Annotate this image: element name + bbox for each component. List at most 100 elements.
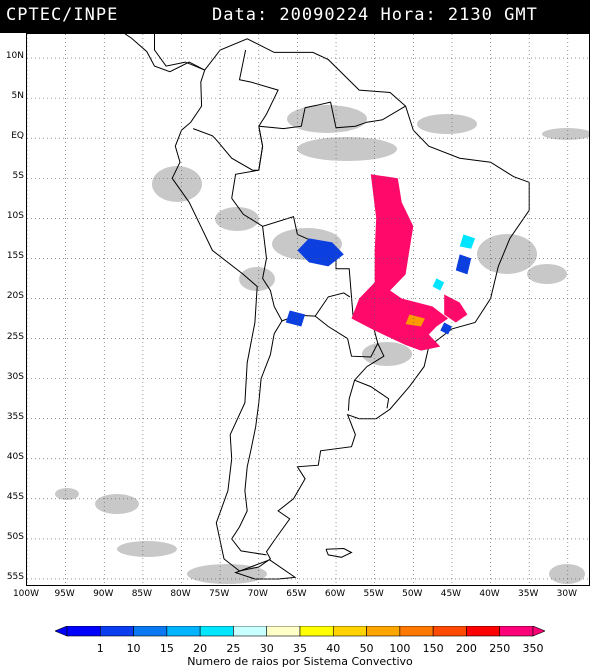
- latitude-label: 50S: [6, 531, 24, 542]
- continent-outline-layer: [124, 34, 530, 580]
- colorbar: [55, 626, 545, 637]
- longitude-label: 55W: [363, 589, 384, 599]
- colorbar-segment: [466, 626, 501, 637]
- grid-layer: [27, 34, 589, 585]
- latitude-label: 10N: [5, 51, 24, 62]
- cloud-patch: [417, 114, 477, 134]
- colorbar-segment: [366, 626, 401, 637]
- latitude-label: 40S: [6, 451, 24, 462]
- latitude-label: 55S: [6, 571, 24, 582]
- falklands-outline: [325, 547, 353, 558]
- cloud-patch: [542, 128, 589, 140]
- cloud-patch: [527, 264, 567, 284]
- cloud-patch: [477, 234, 537, 274]
- longitude-label: 50W: [402, 589, 423, 599]
- cloud-patch: [117, 541, 177, 557]
- cloud-patch: [152, 166, 202, 202]
- cloud-patch: [95, 494, 139, 514]
- map-canvas: [27, 34, 589, 585]
- longitude-label: 30W: [556, 589, 577, 599]
- lightning-cell-pink: [351, 174, 449, 351]
- colorbar-segment: [332, 626, 367, 637]
- latitude-label: 5N: [11, 91, 24, 102]
- lightning-cell-blue: [455, 254, 472, 275]
- map-frame: [26, 33, 590, 586]
- latitude-label: 35S: [6, 411, 24, 422]
- longitude-label: 100W: [12, 589, 40, 599]
- colorbar-tick-label: 100: [389, 642, 411, 655]
- colorbar-tick-label: 250: [489, 642, 511, 655]
- colorbar-segment: [233, 626, 268, 637]
- colorbar-right-arrow: [532, 626, 545, 637]
- cloud-patch: [215, 207, 259, 231]
- latitude-label: 30S: [6, 371, 24, 382]
- longitude-label: 95W: [54, 589, 75, 599]
- lightning-cell-orange: [405, 314, 425, 327]
- longitude-label: 90W: [93, 589, 114, 599]
- longitude-label: 65W: [286, 589, 307, 599]
- colorbar-segment: [299, 626, 334, 637]
- colorbar-segment: [499, 626, 534, 637]
- latitude-label: 5S: [12, 171, 24, 182]
- tierra-del-fuego-outline: [234, 559, 297, 580]
- colorbar-tick-label: 1: [96, 642, 104, 655]
- longitude-label: 60W: [324, 589, 346, 599]
- latitude-label: 10S: [6, 211, 24, 222]
- colorbar-tick-label: 25: [226, 642, 241, 655]
- longitude-label: 35W: [518, 589, 539, 599]
- colorbar-tick-label: 30: [259, 642, 274, 655]
- colorbar-segment: [266, 626, 301, 637]
- cloud-patch: [297, 137, 397, 161]
- colorbar-tick-label: 20: [193, 642, 208, 655]
- colorbar-title: Numero de raios por Sistema Convectivo: [187, 655, 413, 668]
- central-america-outline: [124, 34, 205, 73]
- caribbean-coast-outline: [154, 34, 205, 71]
- longitude-label: 80W: [170, 589, 191, 599]
- colorbar-tick-label: 40: [326, 642, 341, 655]
- longitude-label: 85W: [131, 589, 153, 599]
- chile-argentina-border: [231, 320, 283, 556]
- colorbar-tick-label: 50: [359, 642, 374, 655]
- colorbar-tick-label: 350: [522, 642, 544, 655]
- latitude-label: EQ: [11, 131, 24, 142]
- cloud-cover-layer: [55, 105, 589, 584]
- colorbar-left-arrow: [55, 626, 68, 637]
- lightning-cell-blue: [285, 310, 306, 327]
- colorbar-tick-label: 35: [293, 642, 307, 655]
- latitude-label: 25S: [6, 331, 24, 342]
- longitude-label: 70W: [247, 589, 268, 599]
- colorbar-tick-label: 150: [422, 642, 444, 655]
- lightning-cell-cyan: [459, 234, 476, 249]
- colorbar-segment: [133, 626, 168, 637]
- cloud-patch: [187, 564, 267, 584]
- longitude-label: 75W: [208, 589, 230, 599]
- title-bar: CPTEC/INPE Data: 20090224 Hora: 2130 GMT: [0, 0, 590, 33]
- colorbar-segment: [199, 626, 234, 637]
- colorbar-segment: [66, 626, 101, 637]
- colorbar-segment: [399, 626, 434, 637]
- andes-borders: [192, 49, 279, 171]
- colorbar-segment: [99, 626, 134, 637]
- cloud-patch: [362, 342, 412, 366]
- colorbar-tick-label: 200: [455, 642, 477, 655]
- colorbar-tick-label: 10: [126, 642, 141, 655]
- agency-title: CPTEC/INPE: [6, 5, 119, 25]
- south-america-outline: [171, 38, 530, 572]
- uruguay-argentina-border: [347, 380, 356, 411]
- colorbar-segment: [432, 626, 467, 637]
- latitude-label: 15S: [6, 251, 24, 262]
- paraguay-border: [314, 315, 379, 358]
- cloud-patch: [287, 105, 367, 133]
- lightning-cell-cyan: [432, 278, 445, 291]
- lightning-cell-blue: [440, 322, 452, 335]
- peru-bolivia-border: [262, 226, 351, 322]
- lightning-cell-pink: [444, 294, 468, 323]
- datetime-title: Data: 20090224 Hora: 2130 GMT: [212, 5, 538, 25]
- lightning-cell-blue: [297, 238, 344, 267]
- colorbar-segment: [166, 626, 201, 637]
- longitude-label: 45W: [440, 589, 462, 599]
- cloud-patch: [549, 564, 585, 584]
- colorbar-tick-label: 15: [159, 642, 174, 655]
- latitude-label: 45S: [6, 491, 24, 502]
- longitude-label: 40W: [479, 589, 500, 599]
